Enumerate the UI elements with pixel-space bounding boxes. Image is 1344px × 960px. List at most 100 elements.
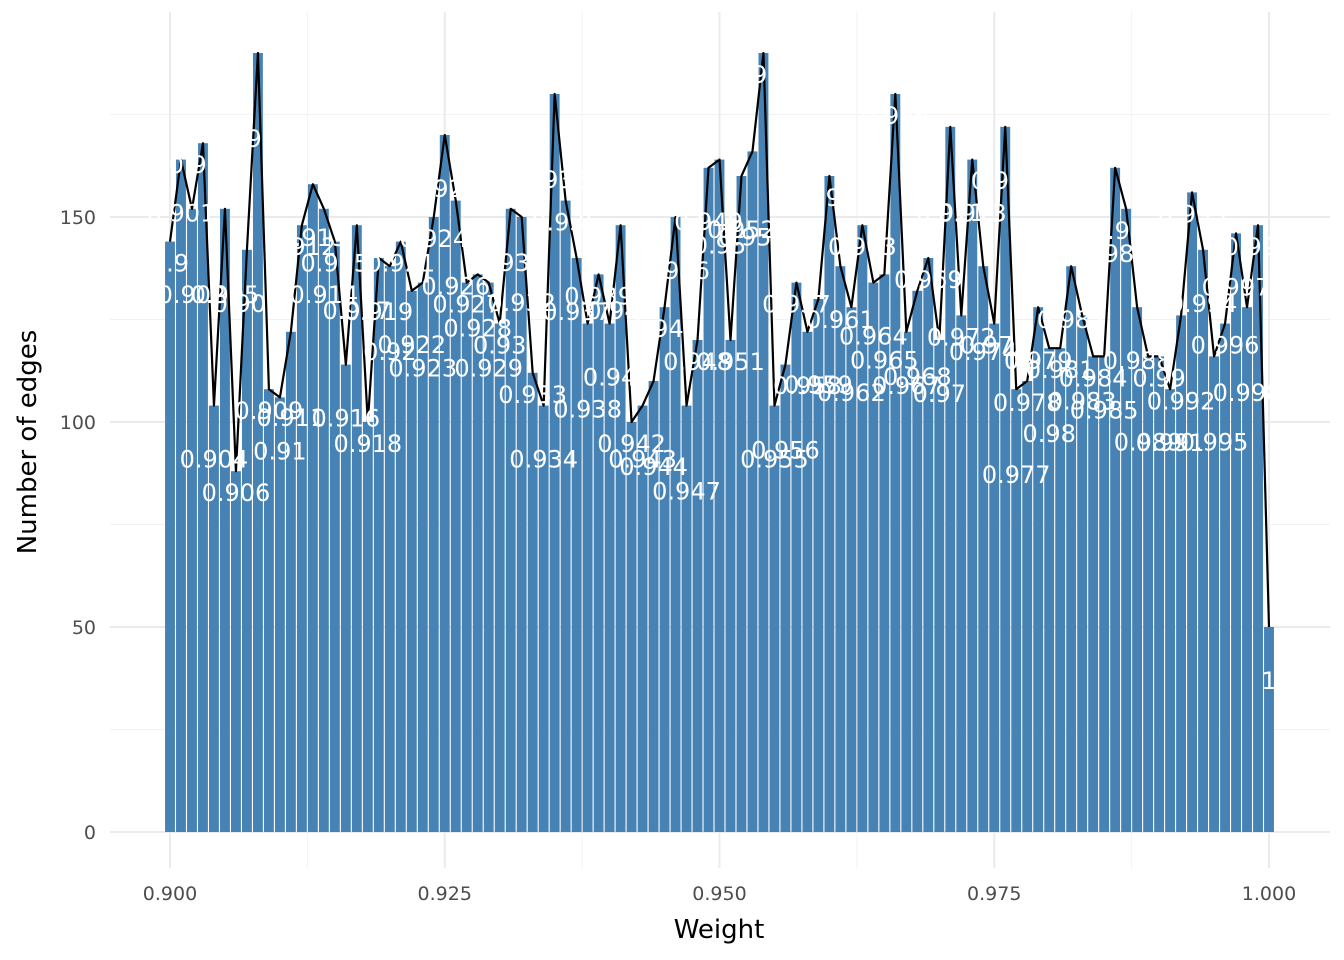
bar-value-label: 0.924: [399, 225, 468, 253]
bar-value-label: 0.937: [542, 298, 611, 326]
bar-value-label: 0.912: [268, 233, 337, 261]
histogram-bar: [692, 340, 703, 832]
bar-value-label: 0.91: [253, 437, 306, 465]
bar-value-label: 0.975: [960, 332, 1029, 360]
bar-value-label: 0.976: [971, 167, 1040, 195]
bar-value-label: 0.95: [693, 232, 746, 260]
bar-value-label: 0.909: [235, 397, 304, 425]
histogram-bar: [703, 167, 714, 833]
histogram-bar: [1198, 249, 1209, 833]
histogram-bar: [747, 151, 758, 832]
bar-value-label: 0.97: [913, 380, 966, 408]
histogram-bar: [549, 94, 560, 832]
histogram-bar: [835, 266, 846, 832]
bar-value-label: 0.973: [938, 200, 1007, 228]
bar-value-label: 0.999: [1224, 233, 1293, 261]
y-tick-label: 100: [60, 412, 96, 434]
bar-value-label: 0.994: [1169, 290, 1238, 318]
histogram-bar: [230, 471, 241, 832]
bar-value-label: 0.928: [443, 314, 512, 342]
bar-value-label: 0.977: [982, 461, 1051, 489]
bar-value-label: 0.932: [487, 289, 556, 317]
bar-value-label: 0.943: [608, 446, 677, 474]
bar-value-label: 0.997: [1202, 273, 1271, 301]
y-axis-title: Number of edges: [13, 330, 43, 555]
bar-value-label: 0.934: [509, 446, 578, 474]
histogram-bar: [967, 159, 978, 833]
bar-value-label: 0.925: [410, 175, 479, 203]
histogram-bar: [373, 258, 384, 832]
histogram-bar: [340, 364, 351, 832]
x-tick-label: 0.900: [143, 883, 197, 905]
histogram-bar: [406, 290, 417, 832]
histogram-bar: [615, 225, 626, 832]
histogram-bar: [1176, 315, 1187, 832]
histogram-bar: [978, 266, 989, 832]
histogram-bar: [912, 290, 923, 832]
bar-value-label: 0.93: [473, 332, 526, 360]
histogram-bar: [945, 126, 956, 833]
histogram-bar: [198, 143, 208, 832]
histogram-bar: [637, 405, 648, 832]
y-tick-label: 150: [60, 207, 96, 229]
histogram-bar: [461, 282, 472, 833]
bar-value-label: 0.911: [257, 404, 326, 432]
bar-value-label: 0.965: [850, 346, 919, 374]
histogram-bar: [725, 340, 736, 832]
bar-value-label: 0.961: [806, 306, 875, 334]
bar-value-label: 0.955: [740, 446, 809, 474]
bar-value-label: 0.926: [421, 273, 490, 301]
bar-value-label: 0.982: [1037, 306, 1106, 334]
histogram-bar: [758, 53, 769, 832]
bar-value-label: 0.913: [279, 224, 348, 252]
bars: [165, 53, 1274, 833]
histogram-bar: [670, 217, 681, 832]
bar-value-label: 1: [1261, 667, 1276, 695]
histogram-bar: [989, 323, 1000, 832]
bar-value-label: 0.986: [1081, 240, 1150, 268]
histogram-bar: [1143, 356, 1154, 832]
bar-value-label: 0.984: [1059, 364, 1128, 392]
bar-value-label: 0.939: [564, 282, 633, 310]
bar-value-label: 0.931: [476, 249, 545, 277]
histogram-bar: [736, 176, 747, 832]
histogram-bar: [780, 364, 791, 832]
bar-value-label: 0.962: [817, 379, 886, 407]
bar-value-label: 0.958: [773, 372, 842, 400]
x-axis-tick-labels: 0.900 0.925 0.950 0.975 1.000: [143, 883, 1296, 905]
histogram-bar: [1231, 233, 1241, 832]
histogram-bar: [318, 208, 329, 833]
histogram-bar: [187, 208, 197, 833]
histogram-bar: [813, 299, 824, 832]
bar-value-label: 0.995: [1180, 428, 1249, 456]
histogram-bar: [846, 307, 857, 832]
histogram-bar: [1022, 381, 1033, 832]
histogram-bar: [791, 282, 802, 833]
bar-value-label: 0.947: [652, 478, 721, 506]
histogram-bar: [802, 331, 813, 832]
y-tick-label: 50: [72, 617, 96, 639]
histogram-bar: [285, 331, 296, 832]
bar-value-label: 0.906: [202, 479, 271, 507]
histogram-bar: [956, 315, 967, 832]
data-labels: 0.9 0.901 0.902 0.903 0.904 0.905 0.906 0.907 0.…: [147, 61, 1293, 695]
histogram-bar: [165, 241, 175, 833]
bar-value-label: 0.903: [169, 151, 238, 179]
bar-value-label: 0.966: [861, 102, 930, 130]
histogram-bar: [659, 307, 670, 832]
histogram-bar: [1088, 356, 1099, 832]
histogram-bar: [274, 397, 285, 832]
histogram-bar: [395, 241, 406, 833]
histogram-bar: [890, 94, 901, 832]
bar-value-label: 0.949: [674, 208, 743, 236]
histogram-bar: [868, 282, 879, 833]
histogram-bar: [439, 135, 450, 832]
histogram-bar: [209, 405, 219, 832]
histogram-bar: [516, 217, 527, 832]
histogram-bar: [351, 225, 362, 832]
histogram-bar: [571, 258, 582, 832]
histogram-bar: [307, 184, 318, 832]
histogram-bar: [593, 274, 604, 832]
histogram-bar: [1066, 266, 1077, 832]
bar-value-label: 0.921: [366, 250, 435, 278]
